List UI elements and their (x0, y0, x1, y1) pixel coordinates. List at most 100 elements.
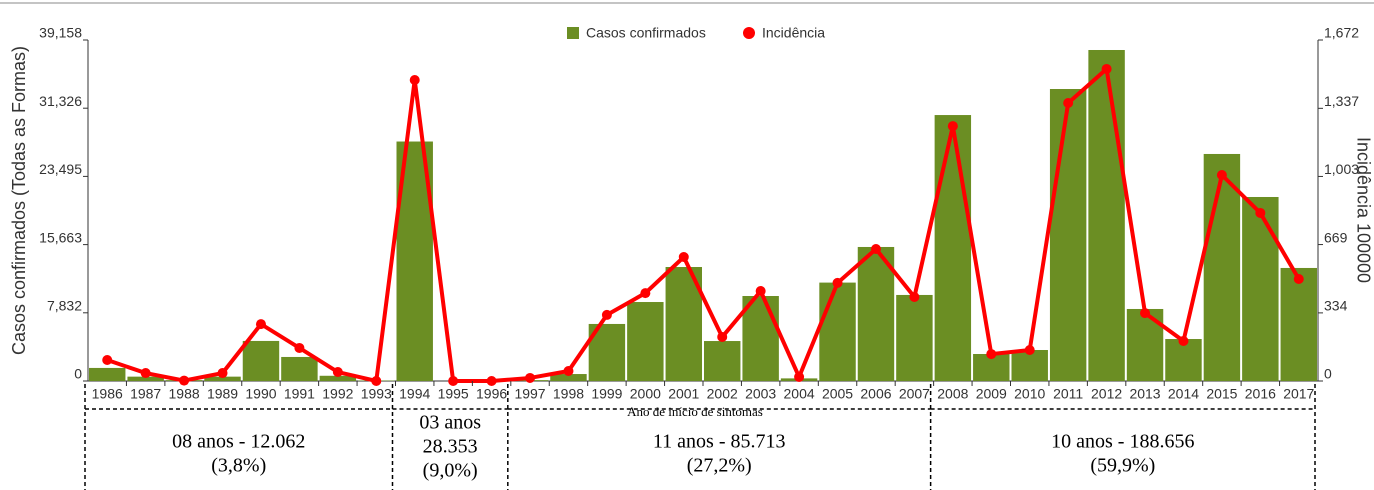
x-tick-label: 2009 (976, 386, 1007, 402)
x-tick-label: 2007 (899, 386, 930, 402)
x-tick-label: 1991 (284, 386, 315, 402)
y-tick-label: 23,495 (39, 161, 82, 177)
incidence-point (371, 376, 382, 386)
bar (550, 374, 587, 381)
incidence-point (179, 375, 190, 386)
group-label: 08 anos - 12.062 (172, 431, 305, 453)
group-label: (59,9%) (1090, 455, 1155, 477)
incidence-point (717, 331, 728, 342)
group-label: 10 anos - 188.656 (1051, 431, 1194, 453)
legend-label: Casos confirmados (586, 25, 706, 41)
incidence-point (909, 291, 920, 302)
bar (319, 375, 357, 381)
bar (1049, 89, 1087, 381)
y-tick-label: 31,326 (39, 93, 82, 109)
incidence-point (986, 349, 997, 360)
x-tick-label: 1986 (92, 386, 123, 402)
incidence-point (1140, 308, 1151, 319)
x-tick-label: 1989 (207, 386, 238, 402)
bar (281, 356, 318, 381)
incidence-point (1216, 170, 1227, 181)
y2-tick-label: 669 (1324, 229, 1348, 245)
x-tick-label: 2014 (1168, 386, 1199, 402)
x-tick-label: 2003 (745, 386, 776, 402)
y-tick-label: 39,158 (39, 25, 82, 41)
incidence-line (106, 65, 1301, 384)
x-tick-label: 2012 (1091, 386, 1122, 402)
bar (1280, 267, 1317, 381)
x-tick-label: 2015 (1206, 386, 1237, 402)
x-tick-label: 1988 (169, 386, 200, 402)
x-tick-label: 1993 (361, 386, 392, 402)
incidence-point (563, 366, 574, 377)
x-tick-label: 2002 (707, 386, 738, 402)
x-tick-label: 1994 (399, 386, 430, 402)
incidence-point (409, 74, 420, 85)
legend-label: Incidência (762, 25, 825, 41)
y2-tick-label: 1,672 (1324, 25, 1359, 41)
x-tick-label: 2006 (860, 386, 891, 402)
x-tick-label: 1987 (130, 386, 161, 402)
incidence-point (1024, 345, 1035, 355)
y2-tick-label: 334 (1324, 298, 1348, 314)
y-tick-label: 15,663 (39, 229, 82, 245)
incidence-point (448, 376, 459, 386)
x-tick-label: 2000 (630, 386, 661, 402)
x-tick-label: 2008 (937, 386, 968, 402)
x-tick-label: 1998 (553, 386, 584, 402)
incidence-point (640, 288, 651, 299)
incidence-point (832, 277, 843, 288)
bar (1203, 153, 1241, 381)
incidence-point (1101, 63, 1112, 74)
incidence-point (217, 368, 228, 379)
bar (704, 341, 741, 381)
x-tick-label: 1996 (476, 386, 507, 402)
y2-tick-label: 1,003 (1324, 161, 1359, 177)
bar (204, 376, 241, 381)
y2-axis-title: Incidência 100000 (1353, 137, 1373, 283)
bar (1011, 349, 1048, 381)
group-label: (27,2%) (687, 455, 752, 477)
y-tick-label: 0 (74, 366, 82, 382)
y-axis-title: Casos confirmados (Todas as Formas) (9, 46, 29, 355)
incidence-point (1293, 274, 1304, 285)
incidence-point (601, 309, 612, 320)
incidence-point (755, 286, 766, 297)
x-tick-label: 2001 (668, 386, 699, 402)
bar (627, 302, 664, 381)
y2-tick-label: 0 (1324, 366, 1332, 382)
x-tick-label: 1992 (322, 386, 353, 402)
group-label: 11 anos - 85.713 (653, 431, 786, 453)
group-label: 03 anos (419, 412, 481, 434)
incidence-point (486, 376, 497, 386)
bar (1088, 49, 1125, 382)
bar (242, 340, 280, 381)
bar (1242, 196, 1279, 381)
legend-swatch (567, 27, 579, 39)
legend-swatch (743, 27, 755, 39)
bar (89, 367, 126, 381)
incidence-point (255, 319, 266, 330)
incidence-point (947, 121, 958, 132)
group-label: (9,0%) (423, 460, 478, 482)
bar (127, 376, 164, 381)
x-tick-label: 1999 (591, 386, 622, 402)
bar (1126, 308, 1164, 381)
x-tick-label: 2011 (1053, 386, 1083, 402)
incidence-point (332, 367, 343, 378)
x-tick-label: 2004 (784, 386, 815, 402)
x-tick-label: 2017 (1283, 386, 1314, 402)
bar (742, 296, 779, 381)
incidence-point (870, 244, 881, 255)
incidence-point (1063, 98, 1074, 109)
bar (896, 294, 933, 381)
incidence-point (525, 372, 536, 383)
incidence-point (140, 368, 151, 379)
x-tick-label: 2013 (1129, 386, 1160, 402)
incidence-point (794, 371, 805, 382)
incidence-point (1178, 336, 1189, 347)
y2-tick-label: 1,337 (1324, 93, 1359, 109)
y-tick-label: 7,832 (47, 297, 82, 313)
x-axis-title: Ano de início de sintomas (627, 404, 763, 419)
